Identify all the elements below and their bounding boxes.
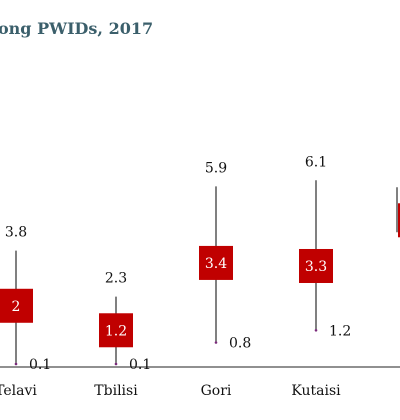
low-marker-telavi <box>14 362 18 366</box>
low-marker-gori <box>214 341 218 344</box>
low-label-tbilisi: 0.1 <box>129 357 151 373</box>
box-tbilisi <box>99 313 133 348</box>
chart-title: ong PWIDs, 2017 <box>0 19 153 38</box>
box-telavi <box>0 288 33 323</box>
box-gori <box>199 245 233 280</box>
mid-label-kutaisi: 3.3 <box>305 259 327 275</box>
mid-label-telavi: 2 <box>12 299 21 315</box>
high-label-telavi: 3.8 <box>5 225 27 241</box>
x-tick-label-gori: Gori <box>201 383 232 399</box>
box-b <box>398 203 400 238</box>
low-marker-kutaisi <box>314 328 318 332</box>
mid-label-tbilisi: 1.2 <box>105 323 127 339</box>
box-kutaisi <box>299 248 333 283</box>
high-label-tbilisi: 2.3 <box>105 271 127 287</box>
low-label-kutaisi: 1.2 <box>329 323 351 339</box>
x-tick-label-tbilisi: Tbilisi <box>94 383 138 399</box>
high-label-kutaisi: 6.1 <box>305 154 327 170</box>
x-tick-label-telavi: Telavi <box>0 383 37 399</box>
high-label-gori: 5.9 <box>205 160 227 176</box>
x-tick-label-kutaisi: Kutaisi <box>291 383 341 399</box>
low-label-gori: 0.8 <box>229 336 251 352</box>
low-marker-tbilisi <box>114 362 118 366</box>
mid-label-gori: 3.4 <box>205 256 227 272</box>
low-label-telavi: 0.1 <box>29 357 51 373</box>
